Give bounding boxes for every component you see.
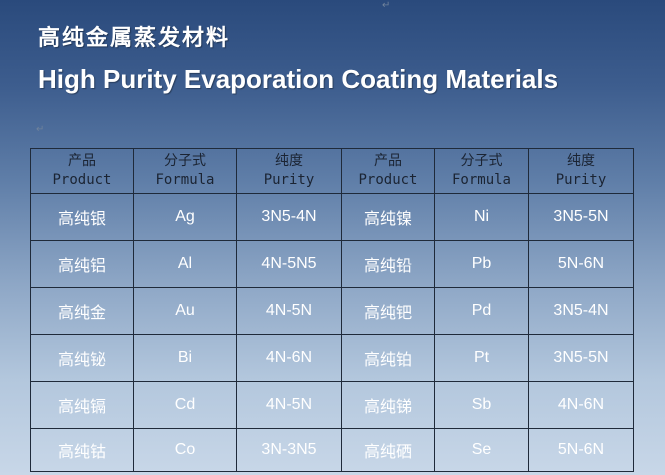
table-cell: Sb <box>434 381 529 429</box>
column-header: 纯度 Purity <box>236 148 342 194</box>
table-cell: Bi <box>133 334 237 382</box>
column-header-en: Product <box>358 172 418 188</box>
table-cell: Au <box>133 287 237 335</box>
table-cell: Ni <box>434 193 529 241</box>
column-header-zh: 纯度 <box>275 153 303 169</box>
paragraph-mark-left: ↵ <box>36 124 45 135</box>
table-cell: 4N-5N5 <box>236 240 342 288</box>
table-row: 高纯镉 Cd 4N-5N 高纯锑 Sb 4N-6N <box>30 381 634 429</box>
table-cell: 4N-6N <box>236 334 342 382</box>
table-row: 高纯金 Au 4N-5N 高纯钯 Pd 3N5-4N <box>30 287 634 335</box>
table-cell: Pb <box>434 240 529 288</box>
table-cell: Ag <box>133 193 237 241</box>
table-cell: 高纯金 <box>30 287 134 335</box>
column-header-en: Formula <box>155 172 215 188</box>
table-cell: 5N-6N <box>528 240 634 288</box>
table-cell: 3N5-5N <box>528 334 634 382</box>
table-cell: 4N-6N <box>528 381 634 429</box>
title-english: High Purity Evaporation Coating Material… <box>38 64 559 94</box>
table-row: 高纯银 Ag 3N5-4N 高纯镍 Ni 3N5-5N <box>30 193 634 241</box>
table-cell: 4N-5N <box>236 287 342 335</box>
table-cell: Se <box>434 428 529 472</box>
column-header-zh: 产品 <box>68 153 96 169</box>
column-header-zh: 分子式 <box>460 153 503 169</box>
table-cell: 高纯钴 <box>30 428 134 472</box>
table-cell: Al <box>133 240 237 288</box>
table-cell: 高纯硒 <box>341 428 435 472</box>
table-cell: 高纯铂 <box>341 334 435 382</box>
column-header-en: Formula <box>451 172 511 188</box>
column-header-en: Purity <box>555 172 607 188</box>
materials-table: 产品 Product 分子式 Formula 纯度 Purity 产品 Product 分子式 F… <box>30 148 634 472</box>
table-cell: 3N5-5N <box>528 193 634 241</box>
column-header: 纯度 Purity <box>528 148 634 194</box>
table-cell: 3N-3N5 <box>236 428 342 472</box>
table-cell: Pt <box>434 334 529 382</box>
column-header: 产品 Product <box>30 148 134 194</box>
table-cell: 高纯银 <box>30 193 134 241</box>
table-cell: 5N-6N <box>528 428 634 472</box>
column-header-en: Product <box>52 172 112 188</box>
table-cell: 高纯镉 <box>30 381 134 429</box>
table-cell: 高纯钯 <box>341 287 435 335</box>
column-header-zh: 产品 <box>374 153 402 169</box>
column-header-zh: 纯度 <box>567 153 595 169</box>
table-cell: 3N5-4N <box>528 287 634 335</box>
column-header: 分子式 Formula <box>434 148 529 194</box>
table-cell: Pd <box>434 287 529 335</box>
table-cell: 高纯锑 <box>341 381 435 429</box>
table-row: 高纯铋 Bi 4N-6N 高纯铂 Pt 3N5-5N <box>30 334 634 382</box>
column-header-en: Purity <box>263 172 315 188</box>
column-header-zh: 分子式 <box>164 153 206 169</box>
table-cell: 高纯铋 <box>30 334 134 382</box>
table-cell: Cd <box>133 381 237 429</box>
column-header: 分子式 Formula <box>133 148 237 194</box>
column-header: 产品 Product <box>341 148 435 194</box>
table-cell: 高纯镍 <box>341 193 435 241</box>
table-cell: 3N5-4N <box>236 193 342 241</box>
table-body: 高纯银 Ag 3N5-4N 高纯镍 Ni 3N5-5N 高纯铝 Al 4N-5N5 高纯铅 Pb 5N… <box>30 193 634 472</box>
paragraph-mark-top: ↵ <box>382 0 391 11</box>
table-cell: 4N-5N <box>236 381 342 429</box>
table-header-row: 产品 Product 分子式 Formula 纯度 Purity 产品 Product 分子式 F… <box>30 148 634 194</box>
title-chinese: 高纯金属蒸发材料 <box>38 26 231 51</box>
table-cell: 高纯铅 <box>341 240 435 288</box>
table-row: 高纯铝 Al 4N-5N5 高纯铅 Pb 5N-6N <box>30 240 634 288</box>
table-row: 高纯钴 Co 3N-3N5 高纯硒 Se 5N-6N <box>30 428 634 472</box>
table-cell: 高纯铝 <box>30 240 134 288</box>
table-cell: Co <box>133 428 237 472</box>
